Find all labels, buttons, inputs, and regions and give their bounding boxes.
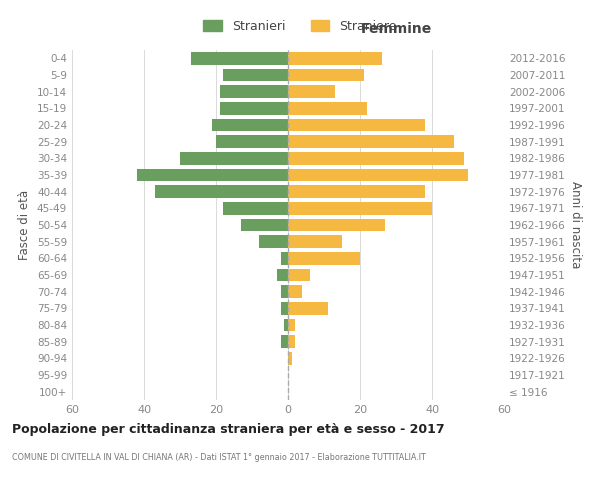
Legend: Stranieri, Straniere: Stranieri, Straniere	[197, 14, 403, 40]
Bar	[288, 336, 295, 348]
Bar	[281, 252, 288, 264]
Bar	[220, 86, 288, 98]
Bar	[288, 236, 342, 248]
Bar	[137, 169, 288, 181]
Bar	[281, 336, 288, 348]
Bar	[288, 352, 292, 364]
Bar	[288, 102, 367, 115]
Bar	[288, 269, 310, 281]
Bar	[241, 219, 288, 231]
Bar	[223, 202, 288, 214]
Text: Popolazione per cittadinanza straniera per età e sesso - 2017: Popolazione per cittadinanza straniera p…	[12, 422, 445, 436]
Bar	[259, 236, 288, 248]
Bar	[288, 169, 468, 181]
Y-axis label: Anni di nascita: Anni di nascita	[569, 182, 582, 268]
Bar	[212, 119, 288, 132]
Bar	[191, 52, 288, 64]
Bar	[288, 136, 454, 148]
Bar	[180, 152, 288, 164]
Bar	[288, 252, 360, 264]
Bar	[277, 269, 288, 281]
Bar	[288, 119, 425, 132]
Bar	[288, 302, 328, 314]
Bar	[288, 202, 432, 214]
Bar	[288, 219, 385, 231]
Bar	[284, 319, 288, 331]
Bar	[288, 52, 382, 64]
Bar	[281, 286, 288, 298]
Text: Femmine: Femmine	[361, 22, 431, 36]
Bar	[220, 102, 288, 115]
Bar	[216, 136, 288, 148]
Y-axis label: Fasce di età: Fasce di età	[19, 190, 31, 260]
Bar	[223, 69, 288, 82]
Bar	[288, 69, 364, 82]
Bar	[288, 186, 425, 198]
Bar	[281, 302, 288, 314]
Bar	[288, 319, 295, 331]
Bar	[288, 86, 335, 98]
Bar	[155, 186, 288, 198]
Text: COMUNE DI CIVITELLA IN VAL DI CHIANA (AR) - Dati ISTAT 1° gennaio 2017 - Elabora: COMUNE DI CIVITELLA IN VAL DI CHIANA (AR…	[12, 452, 426, 462]
Bar	[288, 152, 464, 164]
Bar	[288, 286, 302, 298]
